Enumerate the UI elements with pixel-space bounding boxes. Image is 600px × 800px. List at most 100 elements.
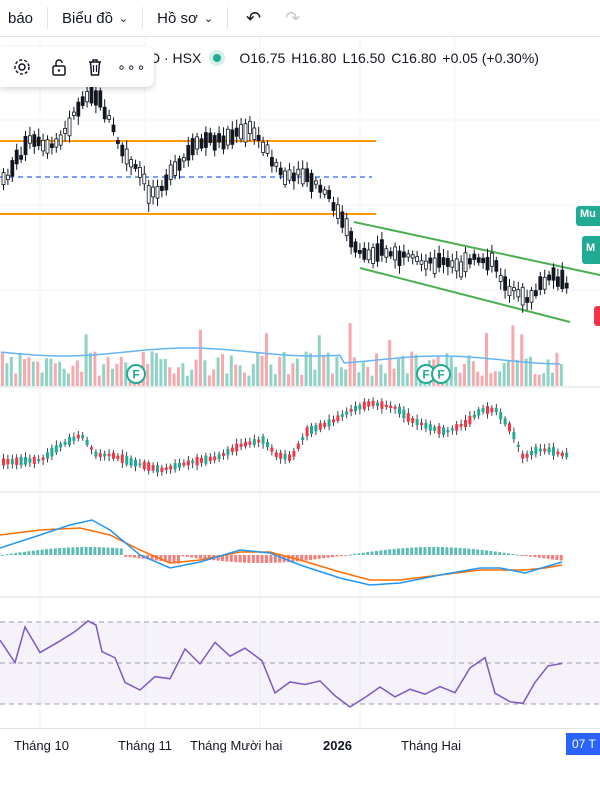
volume-bar: [14, 373, 18, 386]
macd-histogram-bar: [344, 555, 348, 556]
candle-body: [552, 447, 555, 456]
candle-body: [402, 409, 406, 419]
volume-bar: [1, 352, 4, 386]
volume-bar: [238, 365, 242, 386]
candle-body: [530, 451, 533, 456]
candle-body: [168, 164, 173, 180]
macd-histogram-bar: [414, 547, 418, 555]
undo-icon[interactable]: ↶: [246, 7, 262, 28]
toolbar-divider: [47, 7, 49, 29]
volume-bar: [480, 375, 484, 386]
volume-bar: [115, 363, 119, 386]
volume-bar: [291, 363, 295, 386]
time-axis-label: Tháng Hai: [401, 738, 461, 753]
candle-body: [270, 447, 274, 452]
macd-histogram-bar: [247, 555, 251, 563]
candle-body: [384, 404, 388, 408]
macd-histogram-bar: [163, 555, 167, 562]
candle-body: [133, 164, 138, 169]
unlock-icon[interactable]: [44, 52, 74, 82]
candle-body: [388, 251, 393, 257]
candle-body: [560, 269, 565, 290]
volume-bar: [507, 361, 510, 386]
chart-menu-button[interactable]: Biểu đồ ⌄: [54, 0, 136, 36]
candle-body: [230, 129, 235, 145]
macd-histogram-bar: [546, 555, 550, 559]
volume-bar: [89, 352, 92, 386]
low-value: L16.50: [342, 50, 386, 66]
macd-histogram-bar: [559, 555, 563, 561]
candle-body: [208, 132, 213, 143]
volume-bar: [502, 363, 506, 386]
candle-body: [6, 174, 10, 180]
candle-body: [10, 160, 15, 177]
symbol-label[interactable]: D · HSX: [150, 50, 202, 66]
volume-bar: [269, 364, 273, 386]
candle-body: [257, 439, 261, 443]
macd-histogram-bar: [190, 555, 194, 558]
volume-bar: [454, 366, 458, 386]
macd-histogram-bar: [317, 555, 321, 559]
candle-body: [28, 458, 32, 463]
macd-histogram-bar: [106, 547, 110, 555]
candle-body: [529, 290, 534, 303]
candle-body: [63, 441, 67, 445]
volume-bar: [111, 368, 114, 386]
macd-histogram-bar: [401, 548, 405, 555]
volume-bar: [155, 353, 158, 386]
more-icon[interactable]: ∘∘∘: [117, 58, 147, 75]
volume-bar: [493, 371, 497, 386]
candle-body: [367, 401, 371, 407]
volume-bar: [379, 364, 383, 386]
candle-body: [499, 411, 503, 420]
macd-histogram-bar: [234, 555, 238, 563]
candle-body: [371, 400, 375, 406]
redo-icon[interactable]: ↷: [285, 7, 301, 28]
event-marker-label: F: [422, 368, 429, 382]
time-axis[interactable]: Tháng 10 Tháng 11 Tháng Mười hai 2026 Th…: [0, 728, 600, 761]
macd-histogram-bar: [458, 547, 462, 555]
candle-body: [243, 123, 248, 143]
profile-menu-button[interactable]: Hồ sơ ⌄: [149, 0, 221, 36]
volume-bar: [282, 351, 286, 386]
candle-body: [291, 172, 296, 182]
macd-histogram-bar: [511, 553, 515, 555]
candle-body: [103, 453, 107, 457]
candle-body: [296, 168, 301, 176]
channel-lower-line: [359, 267, 571, 323]
candle-body: [85, 91, 89, 103]
ohlc-legend: D · HSX O16.75 H16.80 L16.50 C16.80 +0.0…: [150, 42, 600, 74]
candle-body: [191, 460, 195, 464]
macd-histogram-bar: [410, 547, 414, 555]
volume-bar: [234, 364, 238, 386]
time-axis-label: 2026: [323, 738, 352, 753]
macd-histogram-bar: [498, 552, 502, 555]
candle-body: [375, 243, 380, 262]
time-axis-label: Tháng 11: [118, 738, 172, 753]
volume-bar: [221, 354, 224, 386]
macd-histogram-bar: [463, 548, 466, 555]
volume-bar: [150, 351, 154, 386]
volume-bar: [322, 354, 326, 386]
volume-bar: [498, 371, 502, 386]
candle-body: [556, 451, 560, 455]
trash-icon[interactable]: [80, 52, 110, 82]
macd-histogram-bar: [23, 551, 26, 555]
candle-body: [169, 465, 173, 470]
volume-bar: [515, 359, 519, 386]
macd-histogram-bar: [335, 555, 339, 557]
gear-icon[interactable]: [7, 52, 37, 82]
toolbar-item-bao[interactable]: báo: [0, 0, 41, 36]
candle-body: [433, 426, 437, 431]
candle-body: [420, 422, 423, 426]
candle-body: [24, 457, 27, 465]
chevron-down-icon: ⌄: [118, 12, 129, 25]
macd-histogram-bar: [304, 555, 308, 561]
macd-histogram-bar: [221, 555, 224, 562]
candle-body: [415, 419, 419, 426]
macd-histogram-bar: [397, 548, 400, 555]
channel-upper-line: [353, 221, 600, 276]
candle-body: [415, 256, 420, 263]
candle-body: [50, 143, 54, 148]
